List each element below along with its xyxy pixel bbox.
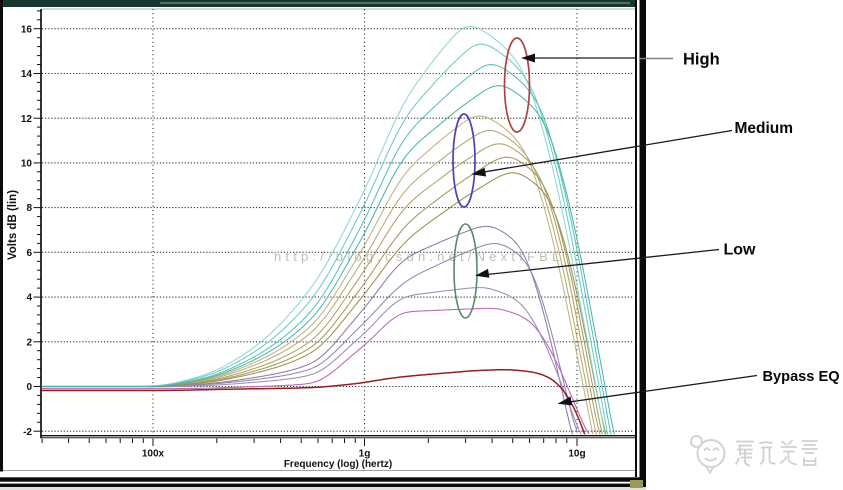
svg-text:Frequency (log) (hertz): Frequency (log) (hertz) xyxy=(284,459,392,470)
svg-text:10g: 10g xyxy=(568,449,585,460)
svg-text:4: 4 xyxy=(26,293,32,304)
svg-text:1g: 1g xyxy=(359,449,371,460)
svg-text:12: 12 xyxy=(21,114,33,125)
svg-text:Low: Low xyxy=(724,242,757,259)
svg-text:Volts dB (lin): Volts dB (lin) xyxy=(7,190,19,260)
svg-text:-2: -2 xyxy=(23,427,32,438)
svg-text:100x: 100x xyxy=(142,449,165,460)
svg-text:Bypass EQ: Bypass EQ xyxy=(763,369,840,385)
svg-text:Medium: Medium xyxy=(735,120,794,137)
svg-text:2: 2 xyxy=(26,337,32,348)
svg-text:14: 14 xyxy=(21,69,33,80)
svg-text:6: 6 xyxy=(26,248,32,259)
svg-text:16: 16 xyxy=(21,24,33,35)
svg-text:8: 8 xyxy=(26,203,32,214)
svg-text:High: High xyxy=(683,51,720,69)
svg-text:http://blog.csdn.net/NexttFBL: http://blog.csdn.net/NexttFBL xyxy=(274,249,563,264)
svg-text:0: 0 xyxy=(26,382,32,393)
svg-text:10: 10 xyxy=(21,159,33,170)
